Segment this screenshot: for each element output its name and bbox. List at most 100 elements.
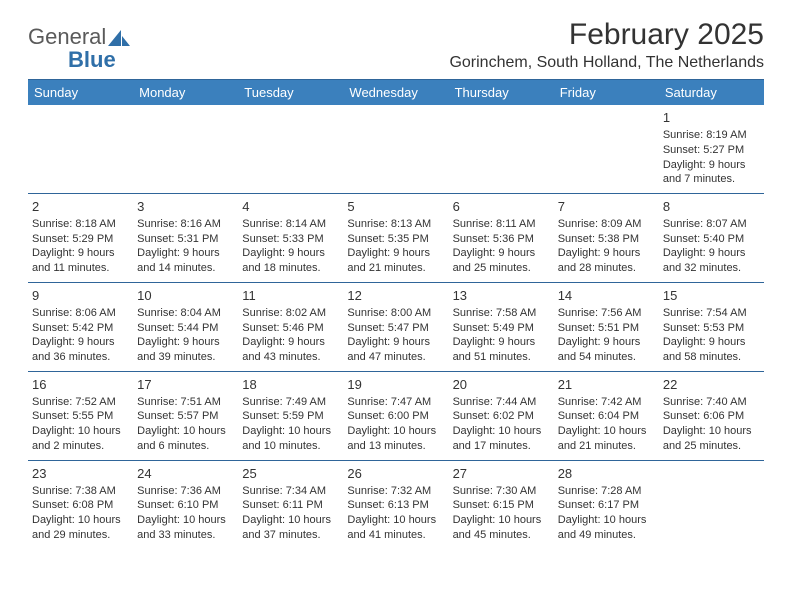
- sunrise-text: Sunrise: 8:16 AM: [137, 217, 234, 232]
- sunrise-text: Sunrise: 8:19 AM: [663, 128, 760, 143]
- calendar-cell: [28, 105, 133, 193]
- day-number: 23: [32, 465, 129, 483]
- calendar-cell: 2Sunrise: 8:18 AMSunset: 5:29 PMDaylight…: [28, 194, 133, 283]
- sunrise-text: Sunrise: 7:49 AM: [242, 395, 339, 410]
- daylight-text: Daylight: 10 hours and 2 minutes.: [32, 424, 129, 454]
- sunrise-text: Sunrise: 7:58 AM: [453, 306, 550, 321]
- calendar-cell: 16Sunrise: 7:52 AMSunset: 5:55 PMDayligh…: [28, 372, 133, 461]
- sunrise-text: Sunrise: 7:47 AM: [347, 395, 444, 410]
- daylight-text: Daylight: 10 hours and 10 minutes.: [242, 424, 339, 454]
- sunset-text: Sunset: 6:13 PM: [347, 498, 444, 513]
- daylight-text: Daylight: 9 hours and 58 minutes.: [663, 335, 760, 365]
- day-header: Friday: [554, 80, 659, 105]
- day-number: 22: [663, 376, 760, 394]
- sunset-text: Sunset: 6:06 PM: [663, 409, 760, 424]
- calendar-cell: 27Sunrise: 7:30 AMSunset: 6:15 PMDayligh…: [449, 460, 554, 548]
- calendar-cell: 11Sunrise: 8:02 AMSunset: 5:46 PMDayligh…: [238, 283, 343, 372]
- sunset-text: Sunset: 5:42 PM: [32, 321, 129, 336]
- calendar-cell: 15Sunrise: 7:54 AMSunset: 5:53 PMDayligh…: [659, 283, 764, 372]
- calendar-cell: 20Sunrise: 7:44 AMSunset: 6:02 PMDayligh…: [449, 372, 554, 461]
- day-number: 1: [663, 109, 760, 127]
- day-number: 17: [137, 376, 234, 394]
- sunset-text: Sunset: 5:49 PM: [453, 321, 550, 336]
- day-number: 15: [663, 287, 760, 305]
- daylight-text: Daylight: 10 hours and 33 minutes.: [137, 513, 234, 543]
- sunrise-text: Sunrise: 7:42 AM: [558, 395, 655, 410]
- calendar-cell: [659, 460, 764, 548]
- day-number: 8: [663, 198, 760, 216]
- daylight-text: Daylight: 9 hours and 32 minutes.: [663, 246, 760, 276]
- day-header-row: Sunday Monday Tuesday Wednesday Thursday…: [28, 80, 764, 105]
- daylight-text: Daylight: 9 hours and 18 minutes.: [242, 246, 339, 276]
- sunset-text: Sunset: 5:35 PM: [347, 232, 444, 247]
- calendar-cell: 19Sunrise: 7:47 AMSunset: 6:00 PMDayligh…: [343, 372, 448, 461]
- sunset-text: Sunset: 6:02 PM: [453, 409, 550, 424]
- daylight-text: Daylight: 10 hours and 17 minutes.: [453, 424, 550, 454]
- sunset-text: Sunset: 6:11 PM: [242, 498, 339, 513]
- day-number: 25: [242, 465, 339, 483]
- sunrise-text: Sunrise: 8:11 AM: [453, 217, 550, 232]
- sunset-text: Sunset: 5:47 PM: [347, 321, 444, 336]
- sunset-text: Sunset: 5:27 PM: [663, 143, 760, 158]
- sunset-text: Sunset: 5:44 PM: [137, 321, 234, 336]
- logo-text-gray: General: [28, 24, 106, 49]
- sunset-text: Sunset: 6:15 PM: [453, 498, 550, 513]
- calendar-cell: 21Sunrise: 7:42 AMSunset: 6:04 PMDayligh…: [554, 372, 659, 461]
- calendar-cell: [449, 105, 554, 193]
- daylight-text: Daylight: 10 hours and 21 minutes.: [558, 424, 655, 454]
- sunrise-text: Sunrise: 7:44 AM: [453, 395, 550, 410]
- sunrise-text: Sunrise: 8:14 AM: [242, 217, 339, 232]
- sunrise-text: Sunrise: 8:13 AM: [347, 217, 444, 232]
- calendar-cell: [238, 105, 343, 193]
- sunset-text: Sunset: 6:17 PM: [558, 498, 655, 513]
- calendar-cell: 3Sunrise: 8:16 AMSunset: 5:31 PMDaylight…: [133, 194, 238, 283]
- calendar-cell: 10Sunrise: 8:04 AMSunset: 5:44 PMDayligh…: [133, 283, 238, 372]
- sunset-text: Sunset: 6:10 PM: [137, 498, 234, 513]
- day-header: Thursday: [449, 80, 554, 105]
- day-number: 5: [347, 198, 444, 216]
- sunrise-text: Sunrise: 8:09 AM: [558, 217, 655, 232]
- calendar-cell: [554, 105, 659, 193]
- daylight-text: Daylight: 9 hours and 43 minutes.: [242, 335, 339, 365]
- daylight-text: Daylight: 9 hours and 21 minutes.: [347, 246, 444, 276]
- sunrise-text: Sunrise: 8:06 AM: [32, 306, 129, 321]
- location: Gorinchem, South Holland, The Netherland…: [449, 54, 764, 72]
- sunset-text: Sunset: 5:46 PM: [242, 321, 339, 336]
- calendar-cell: 25Sunrise: 7:34 AMSunset: 6:11 PMDayligh…: [238, 460, 343, 548]
- page-title: February 2025: [449, 18, 764, 52]
- logo: General Blue: [28, 24, 130, 73]
- day-number: 7: [558, 198, 655, 216]
- calendar-row: 16Sunrise: 7:52 AMSunset: 5:55 PMDayligh…: [28, 372, 764, 461]
- header: General Blue February 2025 Gorinchem, So…: [28, 18, 764, 73]
- calendar-cell: 14Sunrise: 7:56 AMSunset: 5:51 PMDayligh…: [554, 283, 659, 372]
- daylight-text: Daylight: 10 hours and 25 minutes.: [663, 424, 760, 454]
- sunrise-text: Sunrise: 8:18 AM: [32, 217, 129, 232]
- sunrise-text: Sunrise: 7:38 AM: [32, 484, 129, 499]
- day-number: 28: [558, 465, 655, 483]
- calendar-cell: 22Sunrise: 7:40 AMSunset: 6:06 PMDayligh…: [659, 372, 764, 461]
- sunrise-text: Sunrise: 7:52 AM: [32, 395, 129, 410]
- calendar-row: 9Sunrise: 8:06 AMSunset: 5:42 PMDaylight…: [28, 283, 764, 372]
- day-number: 10: [137, 287, 234, 305]
- sunrise-text: Sunrise: 8:04 AM: [137, 306, 234, 321]
- calendar-cell: 6Sunrise: 8:11 AMSunset: 5:36 PMDaylight…: [449, 194, 554, 283]
- calendar-cell: 4Sunrise: 8:14 AMSunset: 5:33 PMDaylight…: [238, 194, 343, 283]
- calendar-cell: [133, 105, 238, 193]
- calendar-row: 23Sunrise: 7:38 AMSunset: 6:08 PMDayligh…: [28, 460, 764, 548]
- calendar-cell: 17Sunrise: 7:51 AMSunset: 5:57 PMDayligh…: [133, 372, 238, 461]
- calendar-row: 2Sunrise: 8:18 AMSunset: 5:29 PMDaylight…: [28, 194, 764, 283]
- daylight-text: Daylight: 9 hours and 39 minutes.: [137, 335, 234, 365]
- calendar-cell: 18Sunrise: 7:49 AMSunset: 5:59 PMDayligh…: [238, 372, 343, 461]
- daylight-text: Daylight: 10 hours and 29 minutes.: [32, 513, 129, 543]
- day-number: 11: [242, 287, 339, 305]
- daylight-text: Daylight: 9 hours and 7 minutes.: [663, 158, 760, 188]
- calendar-cell: 1Sunrise: 8:19 AMSunset: 5:27 PMDaylight…: [659, 105, 764, 193]
- day-number: 24: [137, 465, 234, 483]
- day-number: 6: [453, 198, 550, 216]
- day-number: 3: [137, 198, 234, 216]
- calendar-cell: 8Sunrise: 8:07 AMSunset: 5:40 PMDaylight…: [659, 194, 764, 283]
- day-number: 27: [453, 465, 550, 483]
- daylight-text: Daylight: 9 hours and 36 minutes.: [32, 335, 129, 365]
- daylight-text: Daylight: 9 hours and 54 minutes.: [558, 335, 655, 365]
- sunset-text: Sunset: 5:57 PM: [137, 409, 234, 424]
